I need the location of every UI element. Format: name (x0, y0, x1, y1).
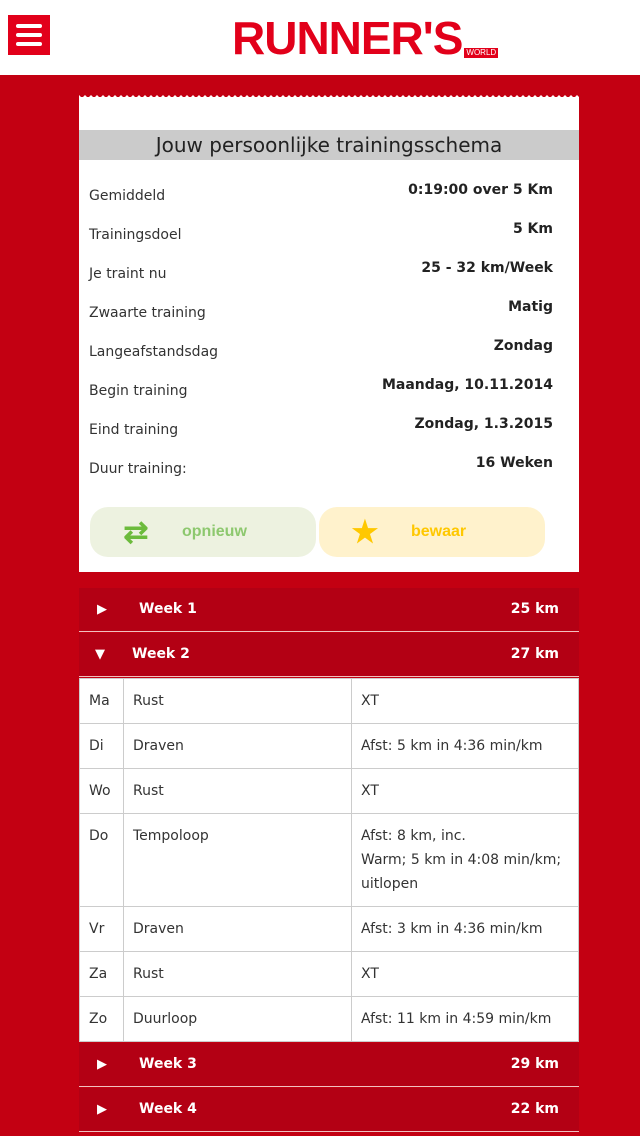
day-cell: Wo (79, 768, 124, 814)
summary-value: Maandag, 10.11.2014 (381, 377, 553, 393)
detail-cell: Afst: 8 km, inc. Warm; 5 km in 4:08 min/… (351, 813, 579, 907)
week-name: Week 1 (139, 601, 197, 617)
summary-value: 0:19:00 over 5 Km (408, 182, 553, 198)
detail-cell: Afst: 5 km in 4:36 min/km (351, 723, 579, 769)
day-cell: Do (79, 813, 124, 907)
hamburger-line (16, 42, 42, 46)
week-header-1[interactable]: ▶ Week 1 25 km (79, 588, 579, 632)
repeat-icon: ⇄ (123, 515, 149, 549)
day-cell: Za (79, 951, 124, 997)
zigzag-edge (79, 94, 579, 100)
menu-button[interactable] (8, 15, 50, 55)
save-button[interactable]: ★ bewaar (319, 507, 545, 557)
hamburger-line (16, 33, 42, 37)
week-header-2[interactable]: ▼ Week 2 27 km (79, 633, 579, 677)
summary-value: Zondag, 1.3.2015 (414, 416, 553, 432)
summary-row: Duur training: 16 Weken (89, 455, 553, 481)
caret-down-icon: ▼ (95, 647, 105, 662)
summary-row: Begin training Maandag, 10.11.2014 (89, 377, 553, 403)
save-label: bewaar (411, 523, 467, 540)
caret-right-icon: ▶ (97, 1057, 107, 1072)
week-km: 22 km (510, 1101, 559, 1117)
summary-row: Eind training Zondag, 1.3.2015 (89, 416, 553, 442)
logo-text: RUNNER'S (232, 12, 463, 64)
week-2-schedule: Ma Rust XT Di Draven Afst: 5 km in 4:36 min/k… (79, 678, 579, 1042)
summary-row: Zwaarte training Matig (89, 299, 553, 325)
hamburger-icon (16, 24, 42, 28)
logo[interactable]: RUNNER'S WORLD (232, 10, 499, 64)
caret-right-icon: ▶ (97, 602, 107, 617)
summary-label: Eind training (89, 422, 179, 438)
summary-row: Langeafstandsdag Zondag (89, 338, 553, 364)
table-row: Za Rust XT (79, 951, 579, 997)
detail-cell: XT (351, 951, 579, 997)
summary-value: 5 Km (512, 221, 553, 237)
logo-sub: WORLD (464, 48, 499, 58)
summary-row: Trainingsdoel 5 Km (89, 221, 553, 247)
table-row: Ma Rust XT (79, 678, 579, 724)
summary-label: Zwaarte training (89, 305, 206, 321)
page-title: Jouw persoonlijke trainingsschema (79, 130, 579, 160)
summary-card: Jouw persoonlijke trainingsschema Gemidd… (79, 98, 579, 572)
type-cell: Rust (123, 951, 352, 997)
header: RUNNER'S WORLD (0, 0, 640, 75)
summary-value: 16 Weken (475, 455, 553, 471)
star-icon: ★ (351, 515, 379, 549)
type-cell: Rust (123, 678, 352, 724)
week-name: Week 3 (139, 1056, 197, 1072)
summary-value: 25 - 32 km/Week (421, 260, 553, 276)
summary-row: Gemiddeld 0:19:00 over 5 Km (89, 182, 553, 208)
summary-label: Langeafstandsdag (89, 344, 219, 360)
caret-right-icon: ▶ (97, 1102, 107, 1117)
week-name: Week 4 (139, 1101, 197, 1117)
type-cell: Rust (123, 768, 352, 814)
week-km: 29 km (510, 1056, 559, 1072)
table-row: Do Tempoloop Afst: 8 km, inc. Warm; 5 km i… (79, 813, 579, 907)
reset-label: opnieuw (182, 523, 247, 540)
summary-row: Je traint nu 25 - 32 km/Week (89, 260, 553, 286)
week-name: Week 2 (132, 646, 190, 662)
day-cell: Di (79, 723, 124, 769)
detail-cell: XT (351, 768, 579, 814)
detail-cell: XT (351, 678, 579, 724)
summary-label: Je traint nu (89, 266, 167, 282)
detail-cell: Afst: 11 km in 4:59 min/km (351, 996, 579, 1042)
day-cell: Zo (79, 996, 124, 1042)
type-cell: Duurloop (123, 996, 352, 1042)
summary-value: Zondag (493, 338, 553, 354)
day-cell: Ma (79, 678, 124, 724)
type-cell: Draven (123, 723, 352, 769)
type-cell: Tempoloop (123, 813, 352, 907)
reset-button[interactable]: ⇄ opnieuw (90, 507, 316, 557)
table-row: Vr Draven Afst: 3 km in 4:36 min/km (79, 906, 579, 952)
table-row: Di Draven Afst: 5 km in 4:36 min/km (79, 723, 579, 769)
summary-label: Trainingsdoel (89, 227, 182, 243)
table-row: Wo Rust XT (79, 768, 579, 814)
summary-label: Gemiddeld (89, 188, 166, 204)
week-km: 27 km (510, 646, 559, 662)
week-km: 25 km (510, 601, 559, 617)
week-header-4[interactable]: ▶ Week 4 22 km (79, 1088, 579, 1132)
summary-label: Begin training (89, 383, 188, 399)
detail-cell: Afst: 3 km in 4:36 min/km (351, 906, 579, 952)
summary-value: Matig (508, 299, 553, 315)
summary-label: Duur training: (89, 461, 187, 477)
type-cell: Draven (123, 906, 352, 952)
day-cell: Vr (79, 906, 124, 952)
table-row: Zo Duurloop Afst: 11 km in 4:59 min/km (79, 996, 579, 1042)
week-header-3[interactable]: ▶ Week 3 29 km (79, 1043, 579, 1087)
